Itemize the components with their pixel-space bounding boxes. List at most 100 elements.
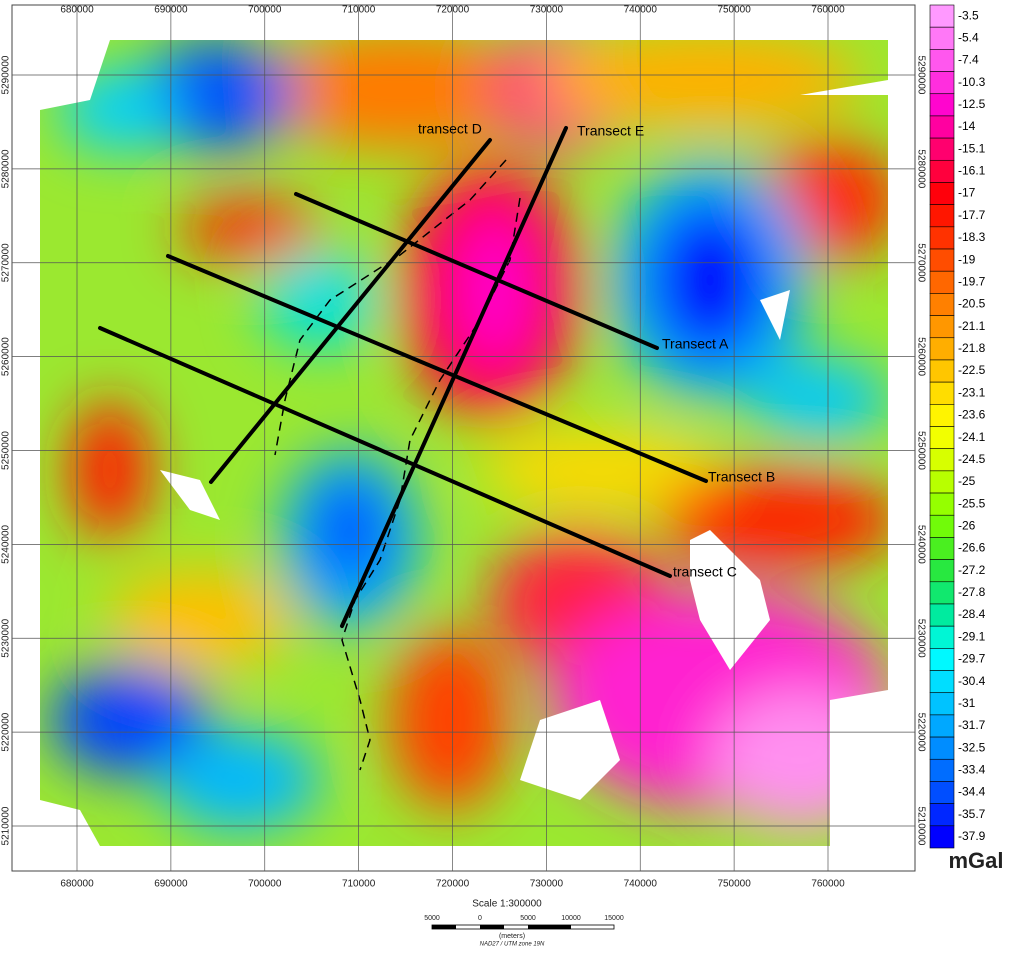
colorbar-swatch (929, 625, 955, 649)
x-tick-label: 690000 (154, 5, 188, 16)
y-tick-label: 5250000 (915, 431, 926, 470)
colorbar-label: -5.4 (958, 30, 979, 44)
transects: Transect A Transect B transect C transect D… (98, 121, 775, 628)
x-tick-label: 720000 (436, 879, 470, 890)
colorbar-swatch (929, 226, 955, 250)
colorbar-label: -20.5 (958, 297, 986, 311)
x-tick-label: 680000 (60, 879, 94, 890)
colorbar-swatch (929, 204, 955, 228)
scale-label: 0 (478, 915, 482, 922)
colorbar-swatch (929, 93, 955, 117)
colorbar-label: -37.9 (958, 829, 986, 843)
y-tick-label: 5240000 (915, 525, 926, 564)
scale-label: 15000 (604, 915, 624, 922)
colorbar-swatch (929, 692, 955, 716)
colorbar-label: -31.7 (958, 718, 986, 732)
colorbar-swatch (929, 115, 955, 139)
colorbar-label: -22.5 (958, 363, 986, 377)
grid: 680000 680000 690000 690000 700000 700000 7100… (1, 5, 927, 890)
x-tick-label: 760000 (811, 879, 845, 890)
colorbar-label: -35.7 (958, 807, 986, 821)
colorbar-label: -33.4 (958, 763, 986, 777)
map-frame (11, 4, 916, 872)
colorbar-swatch (929, 825, 955, 849)
colorbar-label: -19.7 (958, 274, 986, 288)
colorbar-label: -23.1 (958, 385, 986, 399)
colorbar-swatch (929, 470, 955, 494)
colorbar-label: -3.5 (958, 8, 979, 22)
x-tick-label: 730000 (530, 879, 564, 890)
colorbar-swatch (929, 714, 955, 738)
colorbar-label: -30.4 (958, 674, 986, 688)
transect-label: Transect A (662, 336, 729, 352)
x-tick-label: 700000 (248, 5, 282, 16)
y-tick-label: 5210000 (1, 806, 12, 845)
y-tick-label: 5220000 (915, 713, 926, 752)
x-tick-label: 740000 (624, 879, 658, 890)
colorbar-label: -14 (958, 119, 976, 133)
colorbar-label: -26.6 (958, 541, 986, 555)
x-tick-label: 750000 (717, 5, 751, 16)
x-tick-label: 710000 (342, 879, 376, 890)
colorbar-swatch (929, 781, 955, 804)
colorbar-swatch (929, 293, 955, 316)
colorbar-label: -21.8 (958, 341, 986, 355)
colorbar-swatch (929, 426, 955, 449)
colorbar-swatch (929, 270, 955, 294)
projection: NAD27 / UTM zone 19N (480, 942, 545, 948)
y-tick-label: 5250000 (1, 431, 12, 470)
colorbar-label: -24.5 (958, 452, 986, 466)
colorbar-label: -23.6 (958, 408, 986, 422)
transect-label: transect D (418, 121, 482, 137)
transect-line (98, 326, 672, 578)
colorbar-label: -17 (958, 186, 976, 200)
colorbar-label: -21.1 (958, 319, 986, 333)
colorbar-label: -28.4 (958, 607, 986, 621)
y-tick-label: 5270000 (915, 243, 926, 282)
colorbar-swatch (929, 315, 955, 339)
colorbar-label: -15.1 (958, 141, 986, 155)
colorbar-unit: mGal (948, 848, 1003, 873)
colorbar-swatch (929, 448, 955, 472)
colorbar-swatch (929, 514, 955, 538)
x-tick-label: 700000 (248, 879, 282, 890)
colorbar-label: -27.8 (958, 585, 986, 599)
y-tick-label: 5280000 (1, 149, 12, 188)
fault-trace (341, 197, 521, 771)
colorbar-label: -34.4 (958, 785, 986, 799)
x-tick-label: 720000 (436, 5, 470, 16)
y-tick-label: 5260000 (915, 337, 926, 376)
x-tick-label: 710000 (342, 5, 376, 16)
x-tick-label: 740000 (624, 5, 658, 16)
colorbar-label: -18.3 (958, 230, 986, 244)
transect-line (166, 254, 708, 483)
colorbar-swatch (929, 49, 955, 72)
colorbar-swatch (929, 670, 955, 694)
colorbar-label: -25 (958, 474, 976, 488)
x-tick-label: 750000 (717, 879, 751, 890)
colorbar-swatch (929, 26, 955, 50)
x-tick-label: 690000 (154, 879, 188, 890)
colorbar-label: -19 (958, 252, 976, 266)
colorbar-swatch (929, 248, 955, 272)
colorbar-swatch (929, 803, 955, 827)
colorbar-label: -26 (958, 519, 976, 533)
y-tick-label: 5230000 (915, 619, 926, 658)
y-tick-label: 5280000 (915, 149, 926, 188)
colorbar-swatch (929, 537, 955, 560)
colorbar-swatch (929, 648, 955, 671)
colorbar-swatch (929, 71, 955, 95)
y-tick-label: 5270000 (1, 243, 12, 282)
y-tick-label: 5230000 (1, 618, 12, 657)
colorbar-label: -32.5 (958, 740, 986, 754)
colorbar-swatch (929, 4, 955, 28)
colorbar-swatch (929, 182, 955, 205)
colorbar-label: -24.1 (958, 430, 986, 444)
colorbar-swatch (929, 736, 955, 760)
transect-line (294, 192, 659, 350)
colorbar-label: -27.2 (958, 563, 986, 577)
colorbar-swatch (929, 337, 955, 361)
colorbar-swatch (929, 159, 955, 183)
colorbar-label: -17.7 (958, 208, 986, 222)
x-tick-label: 760000 (811, 5, 845, 16)
